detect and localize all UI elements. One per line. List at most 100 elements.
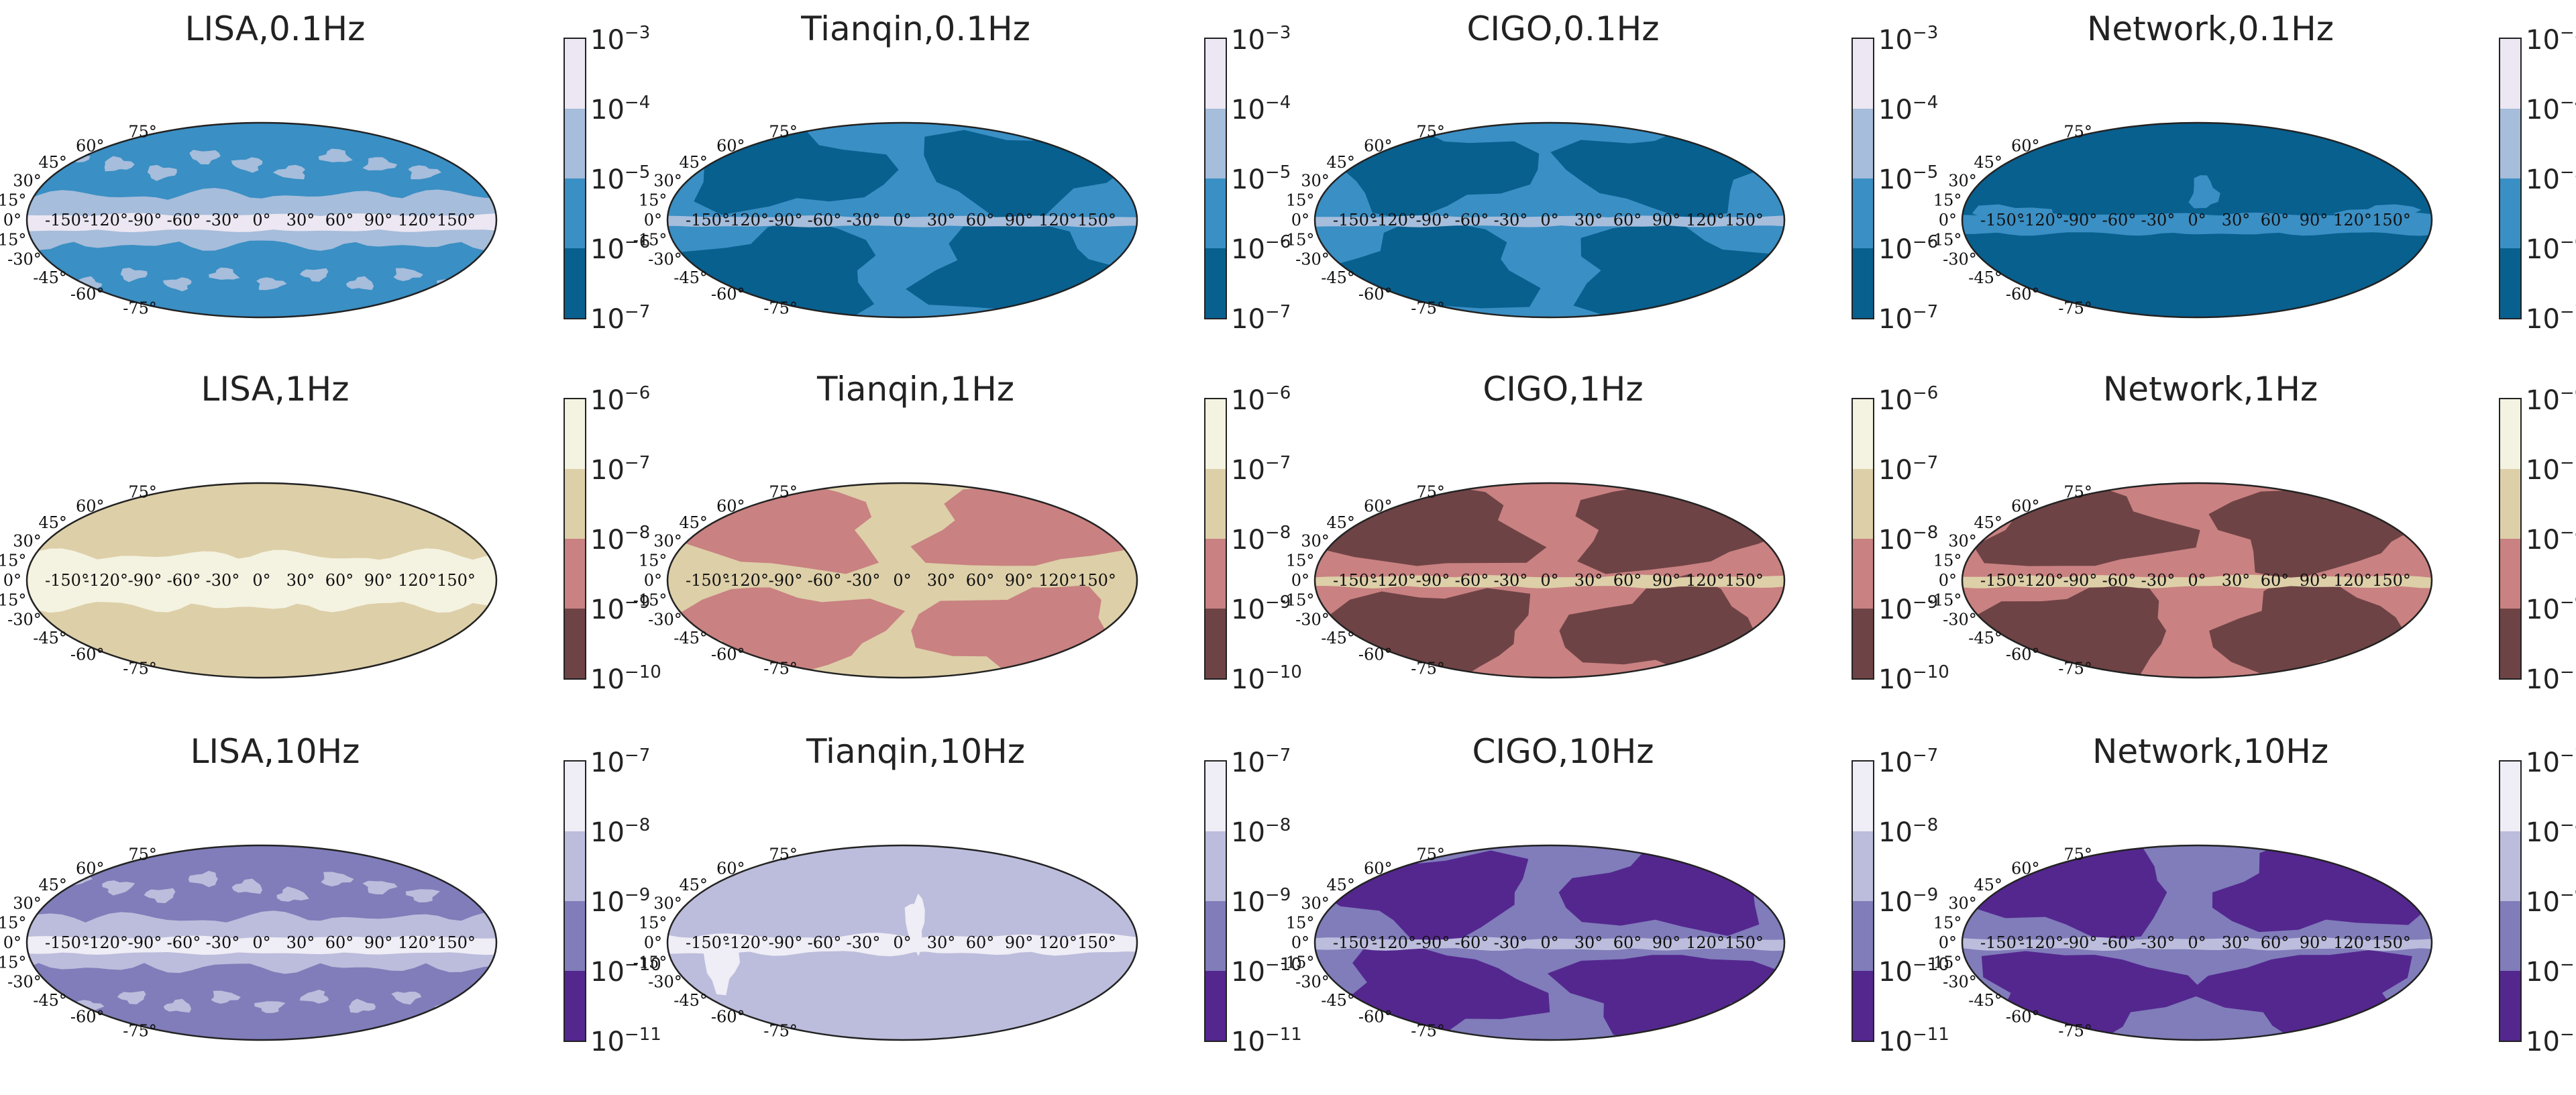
- longitude-label: 0°: [2188, 211, 2206, 229]
- colorbar-tick-label: 10−6: [1878, 232, 1939, 265]
- latitude-label: 15°: [1286, 191, 1315, 209]
- longitude-label: 60°: [966, 571, 995, 590]
- panel-title: LISA,10Hz: [190, 732, 360, 771]
- longitude-label: 150°: [1725, 211, 1764, 229]
- colorbar-tick-label: 10−6: [1231, 232, 1291, 265]
- latitude-label: 60°: [2011, 497, 2040, 516]
- latitude-label: -15°: [0, 591, 26, 610]
- mollweide-map: -150°-120° -90° -60° -30° 0° 30° 60° 90° 120° 150…: [1928, 121, 2433, 319]
- colorbar-segment: [2500, 971, 2520, 1041]
- longitude-label: -60°: [1455, 933, 1489, 952]
- latitude-label: -45°: [674, 629, 708, 647]
- colorbar-tick-label: 10−7: [590, 302, 651, 335]
- latitude-label: 0°: [1939, 211, 1957, 229]
- colorbar-segment: [565, 971, 585, 1041]
- map-region: [27, 483, 496, 678]
- mollweide-map: -150°-120° -90° -60° -30° 0° 30° 60° 90° 120° 150…: [0, 121, 498, 319]
- latitude-label: 0°: [1291, 933, 1309, 952]
- map-region: [667, 484, 879, 574]
- map-region: [1315, 937, 1784, 951]
- latitude-label: 75°: [769, 845, 798, 864]
- map-region: [349, 998, 376, 1013]
- longitude-label: -60°: [2102, 933, 2137, 952]
- longitude-label: -90°: [769, 211, 803, 229]
- colorbar-tick-label: 10−7: [1231, 453, 1291, 486]
- panel-title: Network,10Hz: [2092, 732, 2329, 771]
- longitude-label: 150°: [2372, 933, 2411, 952]
- map-region: [27, 123, 496, 317]
- colorbar-segment: [1205, 901, 1226, 971]
- map-region: [1972, 580, 2167, 678]
- latitude-label: -75°: [123, 1021, 157, 1040]
- longitude-label: -30°: [1494, 571, 1528, 590]
- latitude-label: -60°: [1358, 285, 1393, 304]
- colorbar-tick-label: 10−9: [1231, 592, 1291, 625]
- map-region: [188, 870, 218, 888]
- map-region: [408, 165, 442, 180]
- colorbar: [564, 38, 586, 319]
- latitude-label: -45°: [1968, 629, 2002, 647]
- map-region: [1550, 128, 1766, 221]
- longitude-label: 0°: [2188, 571, 2206, 590]
- longitude-label: 90°: [364, 933, 393, 952]
- map-region: [276, 886, 309, 902]
- map-region: [1962, 937, 2432, 951]
- longitude-label: 60°: [966, 933, 995, 952]
- latitude-label: -45°: [33, 629, 67, 647]
- longitude-label: 120°: [1038, 933, 1077, 952]
- longitude-label: -90°: [769, 933, 803, 952]
- colorbar-segment: [2500, 539, 2520, 609]
- colorbar-tick-label: 10−7: [590, 453, 651, 486]
- map-region: [362, 880, 398, 894]
- longitude-label: -30°: [847, 211, 881, 229]
- latitude-label: -75°: [1411, 1021, 1445, 1040]
- longitude-label: 60°: [1613, 211, 1642, 229]
- latitude-label: -15°: [1281, 953, 1315, 972]
- colorbar-segment: [2500, 609, 2520, 678]
- longitude-label: -120°: [724, 933, 769, 952]
- latitude-label: 15°: [639, 191, 667, 209]
- latitude-label: -75°: [1411, 659, 1445, 678]
- colorbar-tick-label: 10−10: [1878, 955, 1949, 988]
- colorbar-tick-label: 10−11: [1878, 1025, 1949, 1057]
- colorbar-segment: [1853, 609, 1873, 678]
- colorbar-segment: [2500, 248, 2520, 318]
- latitude-label: -60°: [1358, 1008, 1393, 1027]
- colorbar-segment: [2500, 901, 2520, 971]
- longitude-label: -60°: [808, 211, 842, 229]
- longitude-label: -120°: [1372, 571, 1416, 590]
- skymap-panel: Tianqin,1Hz -150° -120° -90° -60° -30° 0° 30° 60…: [633, 366, 1302, 693]
- longitude-label: 60°: [2261, 933, 2290, 952]
- mollweide-map: -150°-120° -90° -60° -30° 0° 30° 60° 90° 120° 150…: [0, 844, 498, 1041]
- colorbar-tick-label: 10−7: [2526, 745, 2576, 778]
- colorbar-tick-label: 10−8: [1878, 523, 1939, 556]
- map-region: [1972, 204, 2053, 224]
- longitude-label: -150°: [1980, 571, 2025, 590]
- longitude-label: 150°: [1077, 933, 1116, 952]
- map-region: [209, 267, 240, 280]
- map-region: [211, 990, 241, 1004]
- map-region: [1962, 574, 2432, 588]
- skymap-panel: LISA,0.1Hz -150° -120° -90° -60° -30° 0° 30° 60°…: [0, 5, 650, 333]
- colorbar-segment: [1205, 762, 1226, 831]
- longitude-label: 150°: [1725, 933, 1764, 952]
- panel-title: Tianqin,1Hz: [816, 370, 1015, 409]
- latitude-label: -75°: [763, 659, 798, 678]
- map-region: [163, 998, 192, 1013]
- mollweide-map: -150°-120° -90° -60° -30° 0° 30° 60° 90° 120° 150…: [1281, 482, 1786, 679]
- longitude-label: 120°: [2333, 211, 2372, 229]
- latitude-label: 60°: [1364, 497, 1393, 516]
- latitude-label: 0°: [3, 211, 21, 229]
- latitude-label: -15°: [1928, 591, 1962, 610]
- map-region: [147, 164, 177, 181]
- colorbar-tick-label: 10−8: [1878, 815, 1939, 848]
- latitude-label: -75°: [2058, 1021, 2092, 1040]
- longitude-label: 60°: [2261, 211, 2290, 229]
- colorbar: [1851, 760, 1874, 1042]
- latitude-label: -60°: [711, 285, 745, 304]
- latitude-label: 45°: [1974, 876, 2002, 894]
- colorbar-tick-label: 10−6: [2526, 383, 2576, 416]
- map-region: [1315, 574, 1784, 589]
- longitude-label: -90°: [1416, 211, 1450, 229]
- colorbar-segment: [1853, 539, 1873, 609]
